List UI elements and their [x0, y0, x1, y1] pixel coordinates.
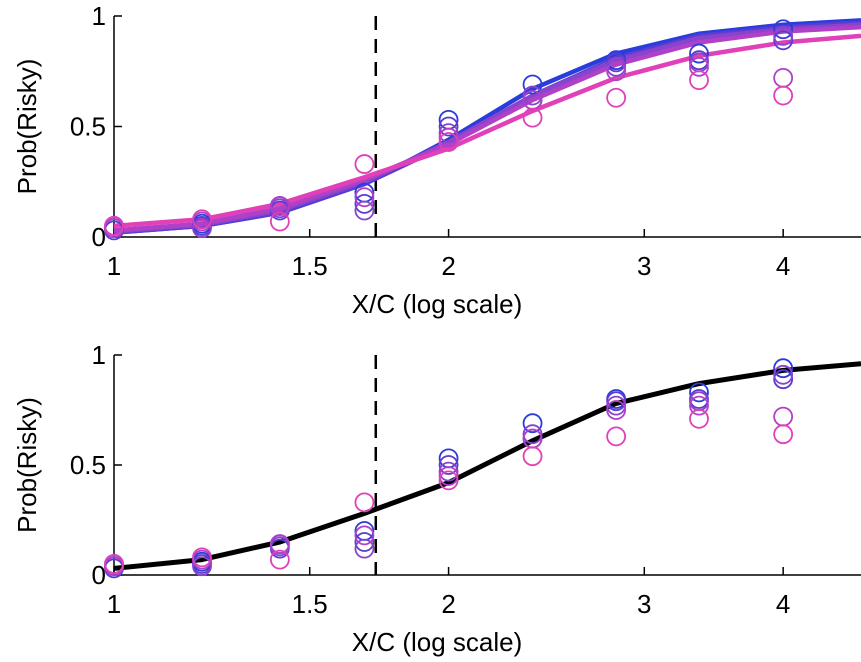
- fit-curve: [114, 22, 861, 234]
- y-tick-label: 0: [92, 222, 106, 252]
- data-point: [522, 85, 543, 106]
- data-point: [354, 538, 375, 559]
- data-point: [689, 395, 709, 416]
- data-point: [438, 461, 459, 482]
- data-point: [606, 391, 627, 412]
- data-point: [438, 127, 459, 148]
- data-point: [354, 193, 375, 214]
- data-point: [773, 406, 794, 427]
- y-tick-label: 1: [92, 1, 106, 31]
- y-tick-label: 0.5: [70, 112, 106, 142]
- y-axis-title: Prob(Risky): [12, 397, 42, 533]
- data-point: [773, 19, 794, 40]
- x-axis-title: X/C (log scale): [352, 289, 523, 319]
- data-point: [689, 382, 709, 403]
- data-point: [773, 67, 794, 88]
- data-point: [354, 182, 375, 203]
- data-point: [192, 556, 212, 577]
- data-point: [606, 61, 627, 82]
- y-tick-label: 1: [92, 340, 106, 370]
- data-point: [438, 466, 459, 486]
- data-point: [522, 107, 543, 128]
- data-point: [104, 554, 124, 574]
- x-tick-label: 2: [441, 251, 455, 281]
- data-point: [773, 424, 794, 445]
- y-tick-label: 0: [92, 560, 106, 590]
- data-point: [773, 85, 794, 106]
- data-point: [689, 43, 709, 64]
- data-point: [354, 154, 375, 174]
- data-point: [438, 123, 459, 144]
- data-point: [438, 455, 459, 475]
- data-point: [354, 187, 375, 208]
- fit-curve: [114, 33, 861, 229]
- x-tick-label: 1: [107, 251, 121, 281]
- data-point: [689, 70, 709, 90]
- data-point: [438, 116, 459, 137]
- data-point: [522, 413, 543, 434]
- data-point: [606, 426, 627, 447]
- data-point: [192, 218, 212, 239]
- data-point: [606, 400, 627, 420]
- data-point: [689, 56, 709, 77]
- data-point: [269, 196, 290, 216]
- data-point: [522, 74, 543, 95]
- y-tick-label: 0.5: [70, 450, 106, 480]
- data-point: [354, 492, 375, 513]
- top-panel: 0 0.5 1 1 1.5 2 3 4 X/C (log scale) Prob(Risky): [12, 1, 861, 319]
- data-point: [354, 200, 375, 221]
- data-point: [689, 408, 709, 429]
- data-point: [192, 547, 212, 568]
- fit-curve: [114, 24, 861, 233]
- data-point: [773, 30, 794, 51]
- data-point: [606, 56, 627, 77]
- data-point: [606, 395, 627, 416]
- x-tick-label: 4: [776, 251, 790, 281]
- data-point: [773, 364, 794, 385]
- data-point: [773, 25, 794, 46]
- fit-curve: [114, 18, 861, 235]
- data-point: [773, 358, 794, 379]
- x-tick-label: 1.5: [292, 251, 328, 281]
- data-point: [438, 132, 459, 152]
- data-point: [354, 525, 375, 546]
- data-point: [438, 470, 459, 491]
- data-point: [354, 521, 375, 541]
- data-point: [269, 211, 290, 232]
- data-point: [606, 52, 627, 73]
- data-point: [354, 532, 375, 552]
- fit-curve: [114, 20, 861, 235]
- pooled-fit-curve: [114, 361, 861, 571]
- x-tick-label: 2: [441, 589, 455, 619]
- bottom-panel: 0 0.5 1 1 1.5 2 3 4 X/C (log scale) Prob(Risky): [12, 340, 861, 657]
- data-point: [773, 369, 794, 390]
- x-axis-title: X/C (log scale): [352, 627, 523, 657]
- data-point: [104, 216, 124, 236]
- y-axis-title: Prob(Risky): [12, 59, 42, 195]
- data-point: [522, 424, 543, 445]
- data-point: [269, 534, 290, 555]
- data-point: [269, 549, 290, 570]
- x-tick-label: 1.5: [292, 589, 328, 619]
- x-tick-label: 4: [776, 589, 790, 619]
- data-point: [192, 209, 212, 230]
- data-point: [522, 446, 543, 467]
- x-tick-label: 3: [637, 589, 651, 619]
- x-tick-label: 1: [107, 589, 121, 619]
- data-point: [606, 87, 627, 108]
- x-tick-label: 3: [637, 251, 651, 281]
